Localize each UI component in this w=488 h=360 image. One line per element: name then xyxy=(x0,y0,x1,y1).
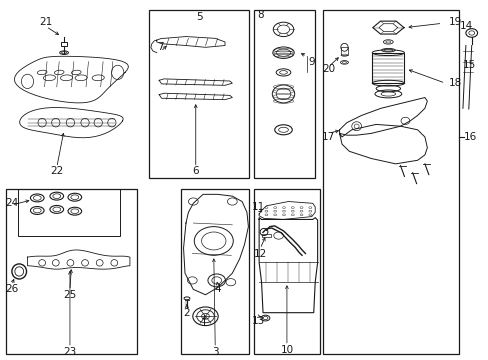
Text: 9: 9 xyxy=(307,57,314,67)
Text: 8: 8 xyxy=(256,10,263,20)
Bar xyxy=(18,189,120,235)
Bar xyxy=(181,189,249,354)
Bar xyxy=(340,47,347,55)
Text: 10: 10 xyxy=(280,345,293,355)
Text: 16: 16 xyxy=(463,132,476,142)
Bar xyxy=(5,189,137,354)
Text: 22: 22 xyxy=(50,166,63,176)
Text: 24: 24 xyxy=(5,198,18,208)
Text: 1: 1 xyxy=(201,319,207,328)
Text: 26: 26 xyxy=(5,284,18,294)
Text: 20: 20 xyxy=(321,64,334,74)
Bar xyxy=(322,10,458,354)
Text: 11: 11 xyxy=(251,202,264,212)
Bar xyxy=(371,53,404,83)
Text: 7: 7 xyxy=(157,42,163,52)
Text: 19: 19 xyxy=(448,17,462,27)
Text: 4: 4 xyxy=(214,284,221,294)
Bar xyxy=(149,10,249,178)
Text: 17: 17 xyxy=(321,132,334,142)
Text: 21: 21 xyxy=(40,17,53,27)
Text: 23: 23 xyxy=(63,347,77,357)
Text: 3: 3 xyxy=(211,347,218,357)
Text: 25: 25 xyxy=(63,290,77,300)
Bar xyxy=(61,42,67,45)
Bar xyxy=(254,189,320,354)
Text: 12: 12 xyxy=(253,248,266,258)
Text: 6: 6 xyxy=(192,166,199,176)
Bar xyxy=(261,234,271,237)
Text: 15: 15 xyxy=(462,60,475,70)
Text: 18: 18 xyxy=(448,78,462,88)
Text: 5: 5 xyxy=(196,12,203,22)
Text: 13: 13 xyxy=(251,316,264,325)
Bar xyxy=(254,10,315,178)
Text: 14: 14 xyxy=(459,21,472,31)
Text: 2: 2 xyxy=(183,308,190,318)
